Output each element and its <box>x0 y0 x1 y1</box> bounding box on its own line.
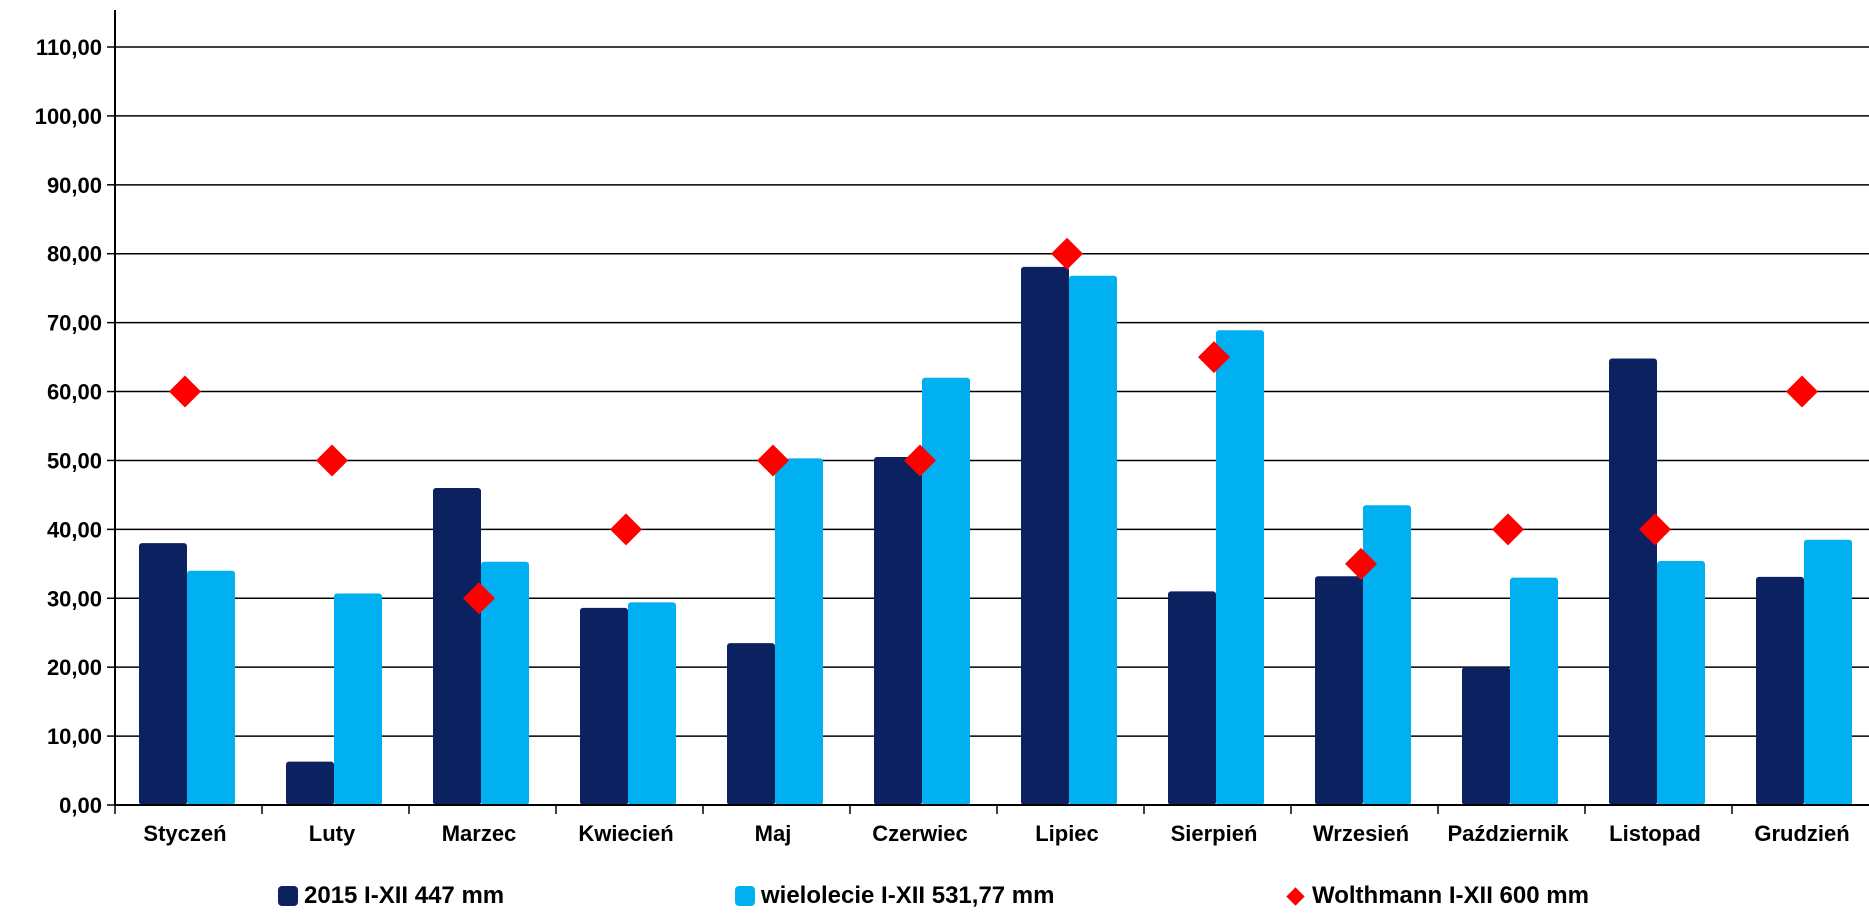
legend-marker-series-3 <box>1286 886 1305 906</box>
bar-series-2 <box>334 593 382 805</box>
bar-series-2 <box>775 458 823 805</box>
bar-series-1 <box>433 488 481 805</box>
x-category-label: Październik <box>1447 821 1569 846</box>
x-category-label: Czerwiec <box>872 821 967 846</box>
y-tick-label: 100,00 <box>35 104 102 129</box>
marker-series-3 <box>757 444 789 477</box>
bar-series-1 <box>1315 576 1363 805</box>
marker-series-3 <box>1345 547 1377 580</box>
x-category-label: Marzec <box>442 821 517 846</box>
bar-series-2 <box>1069 275 1117 805</box>
bar-series-1 <box>1756 576 1804 805</box>
marker-series-3 <box>1051 237 1083 270</box>
bar-series-2 <box>1804 539 1852 805</box>
legend-label-series-2: wielolecie I-XII 531,77 mm <box>761 882 1055 909</box>
bar-series-1 <box>139 543 187 805</box>
marker-series-3 <box>169 375 201 408</box>
legend-item-series-1: 2015 I-XII 447 mm <box>278 876 504 916</box>
x-category-label: Kwiecień <box>578 821 673 846</box>
bar-series-1 <box>1021 266 1069 805</box>
bar-series-1 <box>580 607 628 805</box>
x-category-label: Maj <box>755 821 792 846</box>
marker-series-3 <box>1198 341 1230 374</box>
legend-swatch-series-2 <box>735 886 755 906</box>
y-tick-label: 40,00 <box>47 517 102 542</box>
marker-series-3 <box>316 444 348 477</box>
x-category-label: Wrzesień <box>1313 821 1409 846</box>
bar-series-1 <box>286 761 334 805</box>
bar-series-1 <box>1168 591 1216 805</box>
precipitation-chart: 0,00 10,00 20,00 30,00 40,00 50,00 60,00 70,00 8… <box>35 10 1869 846</box>
markers <box>169 237 1818 615</box>
marker-series-3 <box>904 444 936 477</box>
marker-series-3 <box>1786 375 1818 408</box>
x-category-label: Listopad <box>1609 821 1701 846</box>
bars <box>139 266 1852 805</box>
x-axis-labels: Styczeń Luty Marzec Kwiecień Maj Czerwiec Lipi… <box>143 821 1849 846</box>
axes <box>114 10 1869 814</box>
bar-series-1 <box>874 457 922 805</box>
x-category-label: Lipiec <box>1035 821 1099 846</box>
bar-series-1 <box>1462 667 1510 805</box>
bar-series-2 <box>481 561 529 805</box>
x-category-label: Grudzień <box>1754 821 1849 846</box>
x-category-label: Styczeń <box>143 821 226 846</box>
legend: 2015 I-XII 447 mm wielolecie I-XII 531,7… <box>0 876 1869 916</box>
y-tick-label: 90,00 <box>47 173 102 198</box>
y-tick-label: 80,00 <box>47 242 102 267</box>
y-axis-ticks: 0,00 10,00 20,00 30,00 40,00 50,00 60,00 70,00 8… <box>35 35 115 818</box>
legend-swatch-series-1 <box>278 886 298 906</box>
y-tick-label: 20,00 <box>47 655 102 680</box>
x-category-label: Luty <box>309 821 356 846</box>
y-tick-label: 50,00 <box>47 448 102 473</box>
legend-label-series-1: 2015 I-XII 447 mm <box>304 882 505 909</box>
y-tick-label: 70,00 <box>47 311 102 336</box>
bar-series-2 <box>1216 330 1264 805</box>
y-tick-label: 110,00 <box>36 35 102 60</box>
bar-series-2 <box>922 377 970 805</box>
legend-item-series-3: Wolthmann I-XII 600 mm <box>1285 876 1589 916</box>
marker-series-3 <box>463 582 495 615</box>
bar-series-2 <box>1363 505 1411 805</box>
marker-series-3 <box>1639 513 1671 546</box>
legend-label-series-3: Wolthmann I-XII 600 mm <box>1312 882 1589 909</box>
y-tick-label: 60,00 <box>47 380 102 405</box>
marker-series-3 <box>610 513 642 546</box>
y-tick-label: 0,00 <box>59 793 102 818</box>
y-tick-label: 10,00 <box>47 724 102 749</box>
x-category-label: Sierpień <box>1171 821 1258 846</box>
gridlines <box>115 46 1869 737</box>
bar-series-1 <box>727 643 775 805</box>
bar-series-2 <box>1510 577 1558 805</box>
y-tick-label: 30,00 <box>47 586 102 611</box>
bar-series-2 <box>628 602 676 805</box>
bar-series-2 <box>187 570 235 805</box>
bar-series-1 <box>1609 358 1657 805</box>
bar-series-2 <box>1657 561 1705 805</box>
marker-series-3 <box>1492 513 1524 546</box>
legend-item-series-2: wielolecie I-XII 531,77 mm <box>735 876 1054 916</box>
